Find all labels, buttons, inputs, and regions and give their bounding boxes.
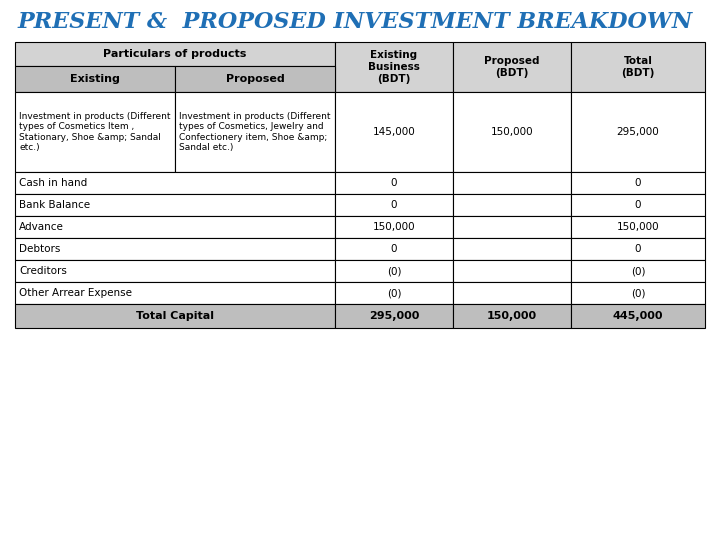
Text: Total
(BDT): Total (BDT) (621, 56, 654, 78)
Text: 150,000: 150,000 (491, 127, 534, 137)
Text: Total Capital: Total Capital (136, 311, 214, 321)
Text: (0): (0) (387, 266, 401, 276)
Text: Bank Balance: Bank Balance (19, 200, 90, 210)
Text: Existing: Existing (70, 74, 120, 84)
Bar (335, 42, 453, 92)
Bar (571, 216, 705, 238)
Text: (0): (0) (631, 266, 645, 276)
Bar (15, 194, 335, 216)
Text: Advance: Advance (19, 222, 64, 232)
Bar (15, 42, 335, 66)
Bar (335, 172, 453, 194)
Text: 445,000: 445,000 (613, 311, 663, 321)
Bar (571, 238, 705, 260)
Bar (571, 194, 705, 216)
Bar (335, 304, 453, 328)
Text: 150,000: 150,000 (373, 222, 415, 232)
Bar (335, 216, 453, 238)
Text: 145,000: 145,000 (373, 127, 415, 137)
Text: (0): (0) (631, 288, 645, 298)
Bar (453, 282, 571, 304)
Text: Particulars of products: Particulars of products (103, 49, 247, 59)
Bar (453, 42, 571, 92)
Text: Investment in products (Different
types of Cosmetics Item ,
Stationary, Shoe &am: Investment in products (Different types … (19, 112, 171, 152)
Bar (571, 172, 705, 194)
Text: 0: 0 (635, 200, 642, 210)
Text: 0: 0 (391, 244, 397, 254)
Bar (453, 216, 571, 238)
Text: 0: 0 (635, 244, 642, 254)
Text: Cash in hand: Cash in hand (19, 178, 87, 188)
Text: 295,000: 295,000 (369, 311, 419, 321)
Bar (453, 172, 571, 194)
Bar (15, 66, 175, 92)
Text: 0: 0 (391, 178, 397, 188)
Bar (335, 282, 453, 304)
Text: 150,000: 150,000 (487, 311, 537, 321)
Bar (571, 260, 705, 282)
Bar (15, 282, 335, 304)
Bar (453, 92, 571, 172)
Bar (571, 282, 705, 304)
Bar (175, 66, 335, 92)
Bar (335, 260, 453, 282)
Text: PRESENT &  PROPOSED INVESTMENT BREAKDOWN: PRESENT & PROPOSED INVESTMENT BREAKDOWN (18, 11, 693, 33)
Bar (15, 304, 335, 328)
Bar (15, 216, 335, 238)
Text: Investment in products (Different
types of Cosmetics, Jewelry and
Confectionery : Investment in products (Different types … (179, 112, 330, 152)
Bar (335, 92, 453, 172)
Bar (175, 92, 335, 172)
Bar (335, 194, 453, 216)
Bar (453, 260, 571, 282)
Text: Proposed
(BDT): Proposed (BDT) (485, 56, 540, 78)
Bar (335, 238, 453, 260)
Bar (15, 92, 175, 172)
Bar (15, 238, 335, 260)
Bar (453, 238, 571, 260)
Text: 150,000: 150,000 (617, 222, 660, 232)
Text: Other Arrear Expense: Other Arrear Expense (19, 288, 132, 298)
Text: 0: 0 (635, 178, 642, 188)
Text: Creditors: Creditors (19, 266, 67, 276)
Text: Proposed: Proposed (225, 74, 284, 84)
Bar (453, 304, 571, 328)
Bar (15, 260, 335, 282)
Bar (15, 172, 335, 194)
Bar (571, 92, 705, 172)
Text: 295,000: 295,000 (616, 127, 660, 137)
Bar (571, 42, 705, 92)
Text: 0: 0 (391, 200, 397, 210)
Text: Debtors: Debtors (19, 244, 60, 254)
Text: Existing
Business
(BDT): Existing Business (BDT) (368, 50, 420, 84)
Text: (0): (0) (387, 288, 401, 298)
Bar (453, 194, 571, 216)
Bar (571, 304, 705, 328)
